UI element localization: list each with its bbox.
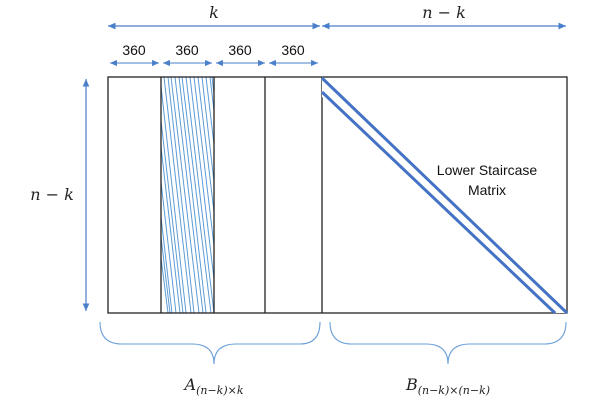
column-width-arrows: 360 360 360 360 — [110, 42, 318, 67]
a-submatrix-label: A(n−k)×k — [183, 375, 244, 397]
b-brace — [329, 321, 567, 365]
hatched-column-block — [161, 77, 214, 313]
staircase-label-line1: Lower Staircase — [437, 162, 538, 178]
staircase-lower-line — [320, 90, 557, 315]
submatrix-labels: A(n−k)×k B(n−k)×(n−k) — [183, 375, 491, 397]
b-subscript: (n−k)×(n−k) — [418, 384, 490, 397]
matrix-outline — [107, 76, 568, 314]
n-minus-k-top-label: n − k — [422, 3, 466, 22]
b-base: B — [405, 375, 418, 394]
matrix-border — [107, 76, 568, 314]
k-label: k — [209, 3, 219, 22]
b-submatrix-label: B(n−k)×(n−k) — [405, 375, 490, 397]
a-base: A — [183, 375, 197, 394]
column-1-width-label: 360 — [122, 42, 146, 58]
column-2-width-label: 360 — [175, 42, 199, 58]
lower-staircase-band — [320, 76, 569, 315]
a-brace — [99, 321, 321, 365]
staircase-label-line2: Matrix — [468, 182, 506, 198]
n-minus-k-left-label: n − k — [30, 185, 74, 204]
column-4-width-label: 360 — [281, 42, 305, 58]
staircase-annotation: Lower Staircase Matrix — [437, 162, 538, 198]
a-subscript: (n−k)×k — [196, 384, 244, 397]
left-dimension-arrow-group: n − k — [30, 79, 90, 311]
column-3-width-label: 360 — [228, 42, 252, 58]
top-dimension-arrows: k n − k — [108, 3, 566, 30]
bottom-braces — [99, 321, 567, 365]
staircase-upper-line — [320, 76, 569, 315]
